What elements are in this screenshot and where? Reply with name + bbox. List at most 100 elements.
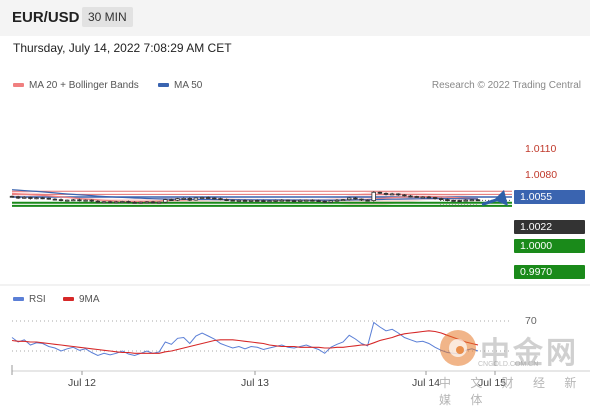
last-price-badge: 1.0022 [514,220,585,234]
rsi-9ma-line [11,330,479,354]
candle-body [297,199,303,202]
ma50-swatch [158,83,169,88]
candle-body [414,196,419,198]
legend-ma50: MA 50 [158,80,202,91]
level-support-2: 0.9970 [514,265,585,279]
candle-body [371,191,376,202]
candle-body [359,198,364,201]
candle-body [304,199,309,202]
ma20-swatch [13,83,24,88]
candle-body [169,199,174,202]
rsi-swatch [13,297,24,302]
candle-body [334,199,340,202]
copyright: Research © 2022 Trading Central [431,80,581,91]
candle-body [365,199,370,202]
candle-body [475,199,481,202]
watermark-url: CNGOLD.COM.CN [478,361,539,368]
candle-body [310,199,315,202]
legend-9ma-label: 9MA [79,294,100,305]
candle-body [230,199,235,202]
candle-body [205,197,211,199]
candle-body [445,199,450,202]
candle-body [438,198,444,201]
candle-body [52,198,58,201]
x-tick-jul15: Jul 15 [478,377,507,389]
level-pivot: 1.0055 [514,190,585,204]
pair-title: EUR/USD [12,9,80,26]
rsi-tick-70: 70 [525,315,537,327]
x-tick-jul13: Jul 13 [241,377,270,389]
candle-body [120,201,125,203]
legend-ma20-label: MA 20 + Bollinger Bands [29,80,139,91]
candle-body [267,200,272,203]
candle-body [181,197,186,200]
watermark-sub: 中 文 财 经 新 媒 体 [439,376,585,407]
candle-body [328,200,333,203]
level-resistance-2: 1.0110 [525,143,557,155]
candle-body [236,199,242,202]
candle-body [254,199,260,202]
candle-body [408,195,413,198]
candle-body [83,199,88,202]
timestamp: Thursday, July 14, 2022 7:08:29 AM CET [13,41,232,55]
candle-body [420,196,425,199]
x-tick-jul12: Jul 12 [68,377,97,389]
candle-body [432,197,438,199]
candle-body [426,196,432,199]
legend-ma20: MA 20 + Bollinger Bands [13,80,139,91]
candle-body [71,199,76,202]
candle-body [248,199,254,202]
candle-body [193,197,199,201]
candle-body [224,199,229,202]
legend-ma50-label: MA 50 [174,80,203,91]
candle-body [340,199,346,202]
candle-body [396,193,401,196]
candle-body [389,193,395,196]
candle-body [457,200,462,203]
candle-body [353,197,358,200]
candle-body [132,201,137,204]
candle-body [377,191,383,194]
candle-body [58,199,64,202]
watermark-logo-icon [440,330,476,366]
candle-body [212,197,217,200]
candle-body [346,197,352,201]
candle-body [28,196,33,199]
candle-body [242,199,248,202]
candle-body [101,201,107,204]
candle-body [383,192,389,195]
candle-body [218,198,223,201]
candle-body [451,199,456,202]
candle-body [402,194,407,197]
price-panel [0,189,590,286]
candle-body [187,197,192,201]
candle-body [21,196,27,199]
candle-body [261,200,266,203]
level-support-1: 1.0000 [514,239,585,253]
candle-body [199,197,205,199]
candle-body [144,201,150,204]
candle-body [77,199,82,202]
legend-rsi-label: RSI [29,294,46,305]
rsi-panel [11,320,590,375]
9ma-swatch [63,297,74,302]
candle-body [279,199,284,202]
candle-body [150,201,156,204]
x-tick-jul14: Jul 14 [412,377,441,389]
candle-body [463,199,468,202]
candle-body [114,201,119,204]
candle-body [107,201,113,204]
candle-body [9,195,15,198]
legend-9ma: 9MA [63,294,100,305]
watermark-text: 中金网 [480,337,579,370]
candle-body [138,201,143,204]
candle-body [469,199,475,202]
timeframe-badge[interactable]: 30 MIN [82,7,133,27]
candle-body [291,200,297,203]
forecast-arrow-head [494,189,508,206]
candle-body [285,199,291,202]
candle-body [34,197,39,200]
level-resistance-1: 1.0080 [525,169,558,181]
legend-rsi: RSI [13,294,46,305]
